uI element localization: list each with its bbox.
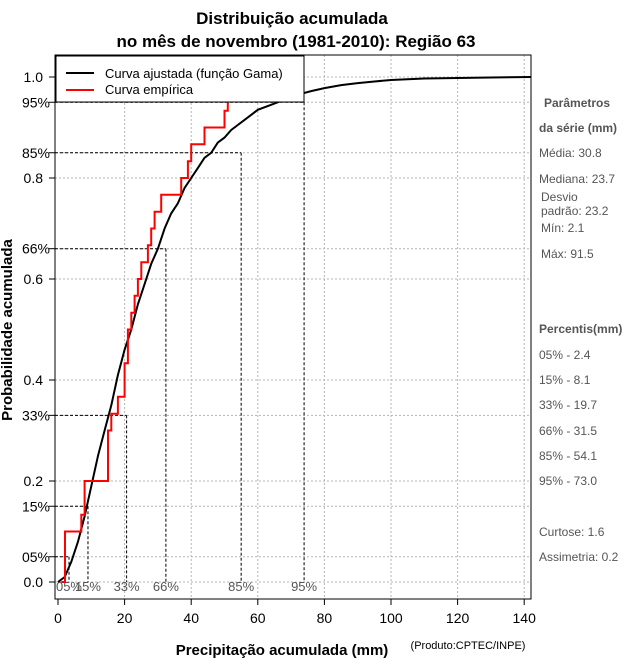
x-axis-title: Precipitação acumulada (mm)	[176, 642, 389, 659]
percentile-tick-label: 15%	[22, 498, 50, 514]
y-tick-label: 1.0	[24, 69, 44, 85]
percentis-title: Percentis(mm)	[539, 322, 622, 336]
legend: Curva ajustada (função Gama) Curva empír…	[55, 55, 305, 103]
percentile-tick-label: 33%	[22, 407, 50, 423]
legend-label-empirical: Curva empírica	[105, 82, 194, 97]
y-tick-label: 0.2	[24, 473, 44, 489]
params-title-1: Parâmetros	[544, 96, 610, 110]
x-tick-label: 140	[513, 610, 537, 626]
empirical-curve-line	[61, 76, 245, 583]
percentil-66: 66% - 31.5	[539, 424, 597, 438]
percentile-guide-label: 15%	[75, 579, 101, 594]
stat-assimetria: Assimetria: 0.2	[539, 550, 619, 564]
y-axis-title: Probabilidade acumulada	[0, 238, 16, 420]
x-tick-label: 100	[379, 610, 403, 626]
credit-note: (Produto:CPTEC/INPE)	[411, 640, 526, 652]
params-title-2: da série (mm)	[539, 121, 617, 135]
x-tick-label: 40	[183, 610, 199, 626]
legend-box	[55, 55, 305, 103]
percentile-tick-label: 95%	[22, 94, 50, 110]
percentile-guide-label: 85%	[228, 579, 254, 594]
percentile-tick-label: 05%	[22, 549, 50, 565]
axes: 0 20 40 60 80 100 120 140 0.0 0.2 0.4 0.6 0.8 1.0 05% 1…	[22, 69, 536, 626]
y-tick-label: 0.6	[24, 271, 44, 287]
percentil-85: 85% - 54.1	[539, 449, 597, 463]
side-panel: Parâmetros da série (mm) Média: 30.8 Med…	[539, 96, 622, 564]
percentil-15: 15% - 8.1	[539, 373, 591, 387]
stat-mediana: Mediana: 23.7	[539, 172, 615, 186]
stat-min: Mín: 2.1	[541, 221, 585, 235]
chart-title-line1: Distribuição acumulada	[196, 9, 388, 28]
percentil-33: 33% - 19.7	[539, 398, 597, 412]
x-tick-label: 80	[317, 610, 333, 626]
stat-curtose: Curtose: 1.6	[539, 525, 605, 539]
x-tick-label: 0	[54, 610, 62, 626]
stat-max: Máx: 91.5	[541, 247, 594, 261]
percentile-guide-label: 66%	[153, 579, 179, 594]
percentile-guide-label: 95%	[291, 579, 317, 594]
chart-title-line2: no mês de novembro (1981-2010): Região 6…	[116, 32, 475, 51]
percentile-guide-label: 33%	[114, 579, 140, 594]
curves	[57, 76, 531, 583]
stat-media: Média: 30.8	[539, 146, 602, 160]
legend-label-fitted: Curva ajustada (função Gama)	[105, 66, 283, 81]
percentile-tick-label: 85%	[22, 145, 50, 161]
percentil-95: 95% - 73.0	[539, 474, 597, 488]
fitted-curve-line	[57, 76, 531, 583]
stat-desvio-2: padrão: 23.2	[541, 204, 609, 218]
x-tick-label: 120	[446, 610, 470, 626]
percentil-05: 05% - 2.4	[539, 348, 591, 362]
y-tick-label: 0.8	[24, 170, 44, 186]
x-tick-label: 20	[117, 610, 133, 626]
percentile-guides: 05%15% 33% 66% 85% 95%	[55, 101, 318, 594]
percentile-tick-label: 66%	[22, 241, 50, 257]
grid-lines	[55, 55, 531, 599]
x-tick-label: 60	[250, 610, 266, 626]
y-tick-label: 0.4	[24, 372, 44, 388]
y-tick-label: 0.0	[24, 574, 44, 590]
stat-desvio-1: Desvio	[541, 190, 578, 204]
